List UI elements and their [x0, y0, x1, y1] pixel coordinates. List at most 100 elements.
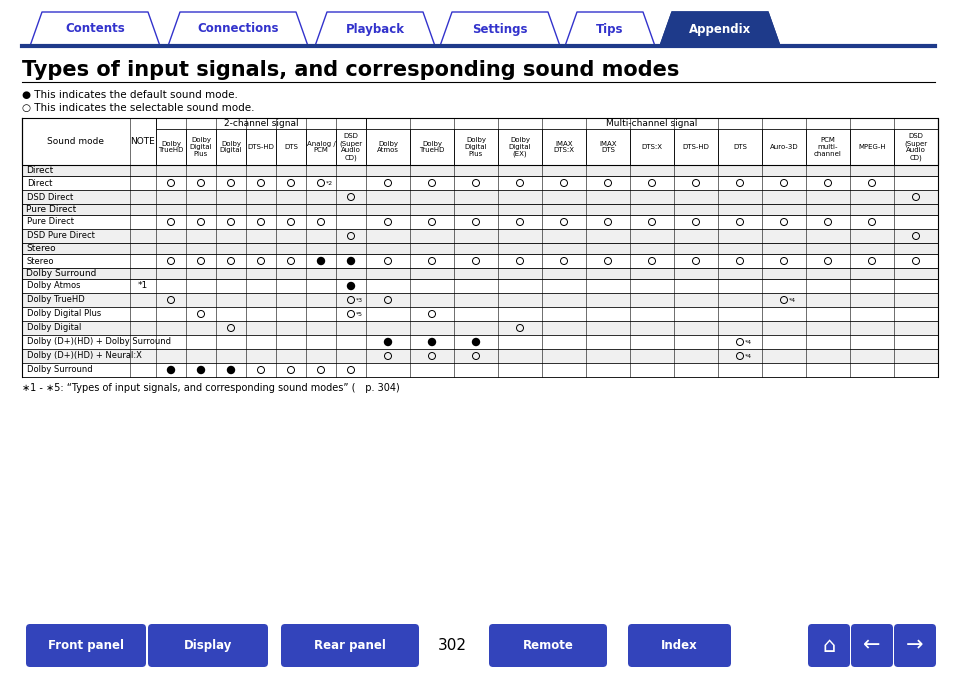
Polygon shape [439, 12, 559, 46]
FancyBboxPatch shape [627, 624, 730, 667]
Text: Pure Direct: Pure Direct [26, 205, 76, 214]
Text: Dolby
TrueHD: Dolby TrueHD [158, 141, 184, 153]
Polygon shape [30, 12, 160, 46]
Text: DSD Direct: DSD Direct [27, 192, 73, 201]
Text: *4: *4 [788, 298, 795, 303]
Text: Dolby Atmos: Dolby Atmos [27, 281, 80, 291]
Text: 2-channel signal: 2-channel signal [223, 119, 298, 128]
Text: Stereo: Stereo [27, 256, 54, 266]
Bar [215, 129, 246, 165]
Bar [22, 363, 937, 377]
Bar [156, 118, 366, 129]
Text: Front panel: Front panel [48, 639, 124, 652]
Bar [410, 129, 454, 165]
Bar [454, 129, 497, 165]
Bar [366, 118, 937, 129]
Polygon shape [314, 12, 435, 46]
Bar [22, 268, 937, 279]
Bar [22, 321, 937, 335]
Bar [366, 129, 410, 165]
Text: NOTE: NOTE [131, 137, 155, 146]
Text: ∗1 - ∗5: “Types of input signals, and corresponding sound modes” ( p. 304): ∗1 - ∗5: “Types of input signals, and co… [22, 383, 399, 393]
Bar [718, 129, 761, 165]
FancyBboxPatch shape [807, 624, 849, 667]
Bar [246, 129, 275, 165]
Bar [22, 215, 937, 229]
Text: IMAX
DTS: IMAX DTS [598, 141, 616, 153]
Text: Dolby (D+)(HD) + Dolby Surround: Dolby (D+)(HD) + Dolby Surround [27, 337, 171, 347]
Text: Pure Direct: Pure Direct [27, 217, 74, 227]
Text: Dolby
Digital
Plus: Dolby Digital Plus [190, 137, 213, 157]
Bar [22, 307, 937, 321]
Circle shape [317, 258, 324, 264]
Text: Types of input signals, and corresponding sound modes: Types of input signals, and correspondin… [22, 60, 679, 80]
Text: Multi-channel signal: Multi-channel signal [606, 119, 697, 128]
Text: Connections: Connections [197, 22, 278, 36]
Circle shape [428, 339, 435, 345]
Text: Index: Index [660, 639, 698, 652]
Bar [585, 129, 629, 165]
Bar [673, 129, 718, 165]
Bar [306, 129, 335, 165]
Text: DSD Pure Direct: DSD Pure Direct [27, 232, 94, 240]
Bar [22, 243, 937, 254]
Bar [849, 129, 893, 165]
Bar [541, 129, 585, 165]
Bar [893, 129, 937, 165]
FancyBboxPatch shape [148, 624, 268, 667]
Text: *2: *2 [325, 181, 333, 186]
Text: *4: *4 [743, 340, 751, 345]
Text: Dolby
TrueHD: Dolby TrueHD [419, 141, 444, 153]
Text: Tips: Tips [596, 22, 623, 36]
Text: Dolby Digital: Dolby Digital [27, 324, 81, 332]
Bar [22, 118, 156, 165]
Text: ● This indicates the default sound mode.: ● This indicates the default sound mode. [22, 90, 237, 100]
FancyBboxPatch shape [26, 624, 146, 667]
Text: PCM
multi-
channel: PCM multi- channel [813, 137, 841, 157]
Circle shape [347, 258, 355, 264]
Text: Dolby (D+)(HD) + Neural:X: Dolby (D+)(HD) + Neural:X [27, 351, 142, 361]
Text: DTS-HD: DTS-HD [247, 144, 274, 150]
Bar [22, 229, 937, 243]
Circle shape [197, 367, 204, 374]
Text: Rear panel: Rear panel [314, 639, 386, 652]
FancyBboxPatch shape [850, 624, 892, 667]
Text: DTS: DTS [284, 144, 297, 150]
Bar [805, 129, 849, 165]
Bar [22, 279, 937, 293]
Circle shape [347, 283, 355, 289]
Text: *1: *1 [138, 281, 148, 291]
Text: Dolby Digital Plus: Dolby Digital Plus [27, 310, 101, 318]
Text: ⌂: ⌂ [821, 635, 835, 656]
Text: DTS:X: DTS:X [640, 144, 661, 150]
Text: 302: 302 [437, 638, 466, 653]
Bar [22, 335, 937, 349]
Text: Analog /
PCM: Analog / PCM [306, 141, 335, 153]
Bar [22, 204, 937, 215]
FancyBboxPatch shape [489, 624, 606, 667]
Text: *5: *5 [355, 312, 362, 317]
Bar [156, 129, 186, 165]
Text: Playback: Playback [345, 22, 404, 36]
Bar [22, 293, 937, 307]
Text: Dolby Surround: Dolby Surround [27, 365, 92, 374]
Text: DSD
(Super
Audio
CD): DSD (Super Audio CD) [903, 133, 926, 161]
Text: Dolby Surround: Dolby Surround [26, 269, 96, 278]
Text: Dolby TrueHD: Dolby TrueHD [27, 295, 85, 304]
Bar [275, 129, 306, 165]
Text: ←: ← [862, 635, 880, 656]
Text: DTS: DTS [732, 144, 746, 150]
Text: Remote: Remote [522, 639, 573, 652]
Text: Stereo: Stereo [26, 244, 55, 253]
Circle shape [168, 367, 174, 374]
Polygon shape [564, 12, 655, 46]
Polygon shape [659, 12, 780, 46]
Circle shape [472, 339, 479, 345]
Bar [335, 129, 366, 165]
Text: DTS-HD: DTS-HD [681, 144, 709, 150]
Text: Display: Display [184, 639, 232, 652]
Text: Dolby
Digital: Dolby Digital [219, 141, 242, 153]
Text: Settings: Settings [472, 22, 527, 36]
Text: DSD
(Super
Audio
CD): DSD (Super Audio CD) [339, 133, 362, 161]
Bar [761, 129, 805, 165]
